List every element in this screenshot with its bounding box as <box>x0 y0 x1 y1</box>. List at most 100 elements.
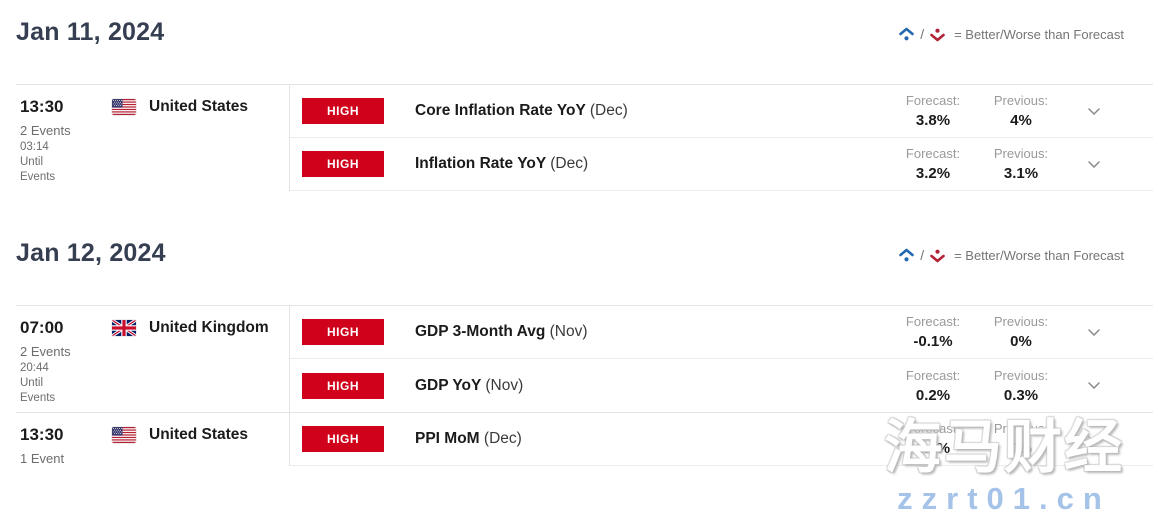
previous-label: Previous: <box>993 367 1049 383</box>
time-country-cell: 13:30 1 Event United States <box>16 413 289 466</box>
day-section: Jan 12, 2024 / = Better/Worse than Forec… <box>0 191 1169 466</box>
event-time: 13:30 <box>20 425 64 444</box>
chevron-down-icon <box>1088 328 1100 336</box>
event-title: Core Inflation Rate YoY (Dec) <box>415 102 628 120</box>
forecast-legend: / = Better/Worse than Forecast <box>898 247 1124 263</box>
event-row[interactable]: HIGH GDP 3-Month Avg (Nov) Forecast: -0.… <box>290 306 1153 359</box>
event-title-text: Inflation Rate YoY <box>415 155 546 172</box>
date-title: Jan 11, 2024 <box>16 18 165 46</box>
watermark-url-text: zzrt01.cn <box>897 481 1111 516</box>
country-block: 13:30 1 Event United States <box>16 413 1153 466</box>
events-label: Events <box>20 171 56 183</box>
country-flag <box>112 320 136 336</box>
importance-badge: HIGH <box>302 319 384 345</box>
event-rows: HIGH Core Inflation Rate YoY (Dec) Forec… <box>289 85 1153 191</box>
forecast-label: Forecast: <box>905 367 961 383</box>
event-period: (Dec) <box>589 102 628 119</box>
events-table: 13:30 2 Events 03:14 Until Events United… <box>16 84 1153 191</box>
time-info: 13:30 1 Event <box>20 425 112 466</box>
forecast-label: Forecast: <box>905 146 961 161</box>
event-stats: Forecast: -0.1% Previous: 0% <box>892 314 1153 350</box>
previous-stat: Previous: 0% <box>980 421 1062 457</box>
forecast-label: Forecast: <box>905 421 961 436</box>
event-title: PPI MoM (Dec) <box>415 430 522 448</box>
expand-row-button[interactable] <box>1088 328 1100 336</box>
events-label: Events <box>20 392 56 404</box>
event-row[interactable]: HIGH Inflation Rate YoY (Dec) Forecast: … <box>290 138 1153 191</box>
forecast-stat: Forecast: 3.8% <box>892 93 974 129</box>
event-period: (Dec) <box>550 155 589 172</box>
previous-stat: Previous: 3.1% <box>980 146 1062 182</box>
country-block: 13:30 2 Events 03:14 Until Events United… <box>16 85 1153 191</box>
event-title: GDP YoY (Nov) <box>415 377 523 395</box>
worse-than-forecast-icon <box>930 28 945 41</box>
date-title: Jan 12, 2024 <box>16 239 166 267</box>
day-header: Jan 11, 2024 / = Better/Worse than Forec… <box>0 0 1169 47</box>
importance-badge: HIGH <box>302 372 384 399</box>
event-title-text: GDP YoY <box>415 376 482 394</box>
forecast-value: 0.2% <box>915 386 951 404</box>
event-count: 2 Events <box>20 123 71 138</box>
time-country-cell: 07:00 2 Events 20:44 Until Events United… <box>16 306 289 412</box>
day-section: Jan 11, 2024 / = Better/Worse than Forec… <box>0 0 1169 191</box>
event-rows: HIGH PPI MoM (Dec) Forecast: 0.1% Previo… <box>289 413 1153 466</box>
chevron-down-icon <box>1088 107 1100 115</box>
country-flag <box>112 99 136 115</box>
day-header: Jan 12, 2024 / = Better/Worse than Forec… <box>0 191 1169 268</box>
expand-row-button[interactable] <box>1088 435 1100 443</box>
previous-value: 3.1% <box>1003 165 1039 182</box>
forecast-value: 3.8% <box>915 112 951 129</box>
event-row[interactable]: HIGH GDP YoY (Nov) Forecast: 0.2% Previo… <box>290 359 1153 412</box>
previous-stat: Previous: 0% <box>980 314 1062 350</box>
forecast-stat: Forecast: 0.2% <box>892 368 974 404</box>
importance-badge: HIGH <box>302 426 384 452</box>
better-than-forecast-icon <box>899 248 914 261</box>
previous-value: 0% <box>1010 440 1032 457</box>
importance-badge: HIGH <box>302 98 384 124</box>
event-row[interactable]: HIGH PPI MoM (Dec) Forecast: 0.1% Previo… <box>290 413 1153 466</box>
previous-value: 4% <box>1010 112 1032 129</box>
country-name: United States <box>149 98 249 115</box>
forecast-stat: Forecast: 3.2% <box>892 146 974 182</box>
event-count: 2 Events <box>20 344 71 359</box>
event-stats: Forecast: 0.1% Previous: 0% <box>892 421 1153 457</box>
event-time: 07:00 <box>20 318 64 337</box>
country-info: United States <box>112 98 248 116</box>
expand-row-button[interactable] <box>1088 107 1100 115</box>
legend-text: = Better/Worse than Forecast <box>954 247 1124 263</box>
legend-separator: / <box>920 247 925 263</box>
worse-than-forecast-icon <box>930 249 945 262</box>
us-flag-icon <box>112 427 136 443</box>
until-label: Until <box>20 377 44 389</box>
event-period: (Nov) <box>485 376 524 394</box>
event-row[interactable]: HIGH Core Inflation Rate YoY (Dec) Forec… <box>290 85 1153 138</box>
calendar: Jan 11, 2024 / = Better/Worse than Forec… <box>0 0 1169 466</box>
event-period: (Dec) <box>483 430 522 447</box>
event-title-text: GDP 3-Month Avg <box>415 323 546 340</box>
event-stats: Forecast: 3.2% Previous: 3.1% <box>892 146 1153 182</box>
legend-text: = Better/Worse than Forecast <box>954 26 1124 42</box>
expand-row-button[interactable] <box>1088 160 1100 168</box>
country-name: United States <box>149 426 249 443</box>
chevron-down-icon <box>1088 435 1100 443</box>
event-rows: HIGH GDP 3-Month Avg (Nov) Forecast: -0.… <box>289 306 1153 412</box>
us-flag-icon <box>112 99 136 115</box>
better-than-forecast-icon <box>899 27 914 40</box>
previous-stat: Previous: 0.3% <box>980 368 1062 404</box>
event-title: Inflation Rate YoY (Dec) <box>415 155 588 173</box>
chevron-down-icon <box>1088 160 1100 168</box>
previous-value: 0% <box>1010 333 1032 350</box>
forecast-label: Forecast: <box>905 93 961 108</box>
forecast-value: 3.2% <box>915 165 951 182</box>
event-title: GDP 3-Month Avg (Nov) <box>415 323 588 341</box>
previous-label: Previous: <box>993 421 1049 436</box>
country-block: 07:00 2 Events 20:44 Until Events United… <box>16 306 1153 413</box>
event-count: 1 Event <box>20 451 65 466</box>
forecast-stat: Forecast: 0.1% <box>892 421 974 457</box>
forecast-value: 0.1% <box>915 440 951 457</box>
expand-row-button[interactable] <box>1088 382 1100 389</box>
forecast-legend: / = Better/Worse than Forecast <box>898 26 1124 42</box>
time-info: 13:30 2 Events 03:14 Until Events <box>20 97 112 183</box>
chevron-down-icon <box>1088 382 1100 389</box>
event-stats: Forecast: 0.2% Previous: 0.3% <box>892 368 1153 404</box>
